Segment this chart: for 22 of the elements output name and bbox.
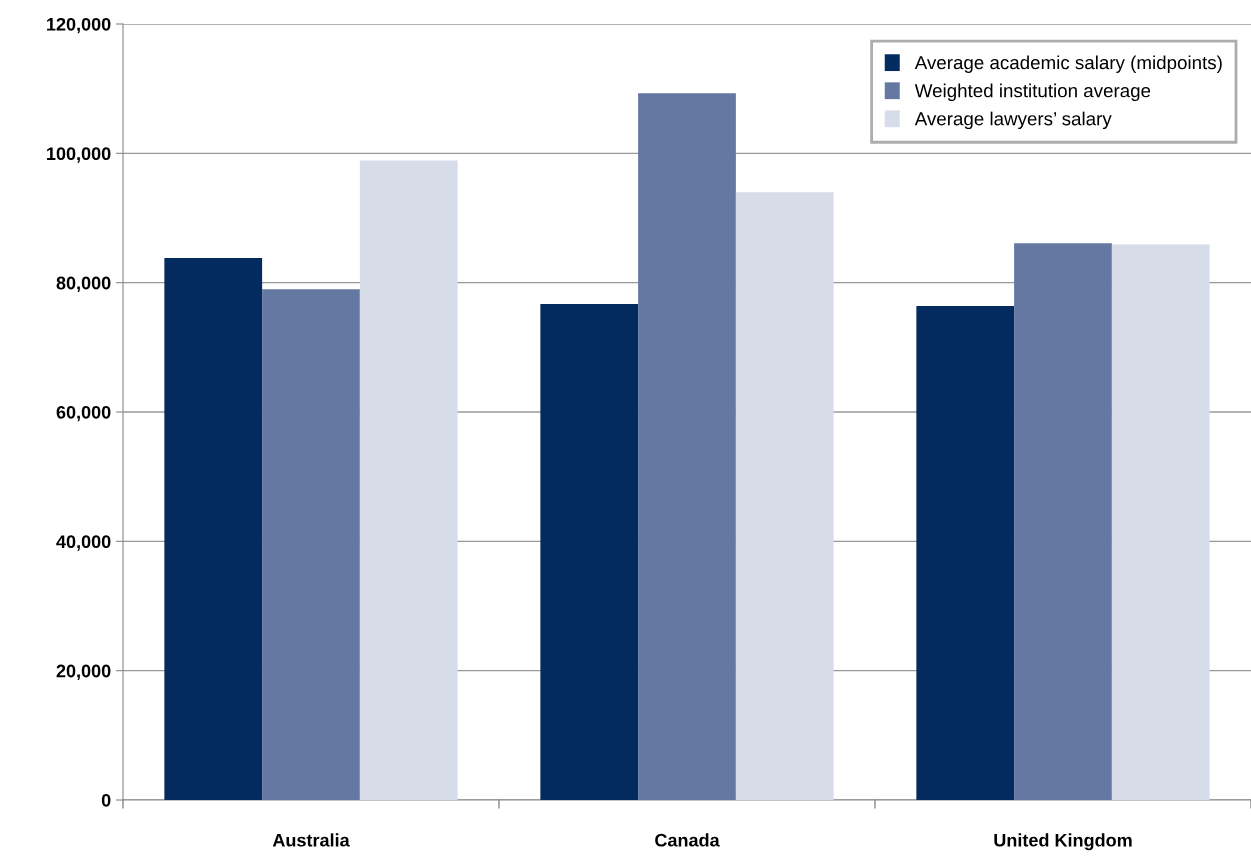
y-tick-label: 0 (101, 793, 111, 807)
bar (164, 258, 263, 800)
x-tick-label: Australia (272, 833, 350, 847)
bar (735, 192, 834, 800)
y-tick-label: 80,000 (56, 276, 111, 292)
y-tick-label: 40,000 (56, 535, 111, 551)
y-tick-label: 20,000 (56, 664, 111, 680)
bar (638, 93, 736, 800)
legend-label: Average lawyers’ salary (914, 111, 1112, 130)
bar (262, 289, 360, 800)
y-tick-label: 60,000 (56, 405, 111, 422)
bar (916, 305, 1015, 800)
bar (359, 160, 458, 800)
x-tick-label: Canada (655, 833, 720, 847)
y-tick-label: 120,000 (47, 17, 111, 34)
bar (1014, 243, 1112, 800)
bar (1111, 244, 1210, 800)
legend-label: Average academic salary (midpoints) (914, 55, 1222, 73)
y-tick-label: 100,000 (47, 147, 111, 163)
bar (540, 304, 639, 800)
legend-label: Weighted institution average (914, 83, 1151, 102)
x-tick-label: United Kingdom (994, 833, 1132, 851)
